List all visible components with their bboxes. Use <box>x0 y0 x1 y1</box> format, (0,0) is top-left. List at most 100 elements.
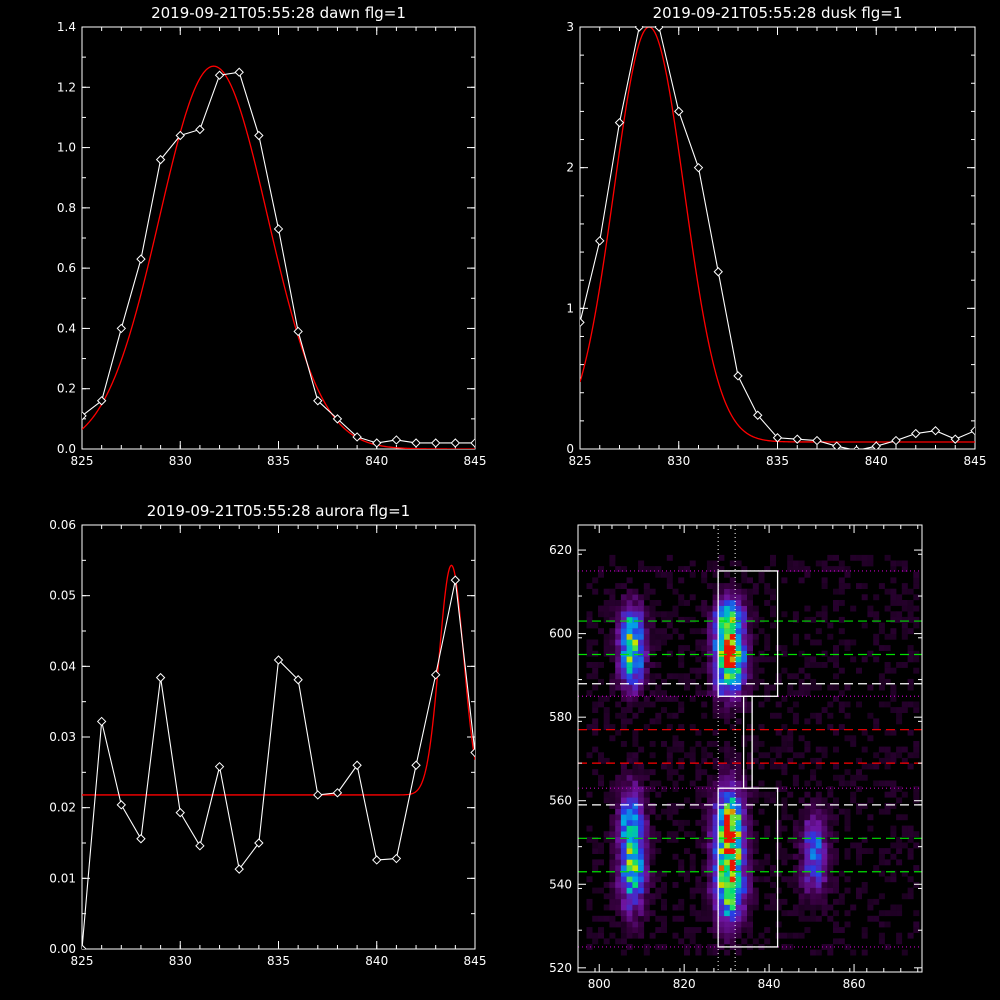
heatmap-cell <box>661 628 667 635</box>
heatmap-cell <box>758 678 765 685</box>
heatmap-cell <box>827 915 834 922</box>
heatmap-cell <box>798 904 805 911</box>
heatmap-cell <box>815 870 822 877</box>
heatmap-cell <box>632 662 639 668</box>
heatmap-cell <box>615 662 622 668</box>
heatmap-cell <box>741 622 748 629</box>
heatmap-cell <box>684 876 690 883</box>
heatmap-cell <box>827 808 834 815</box>
heatmap-cell <box>856 853 862 860</box>
heatmap-cell <box>798 797 805 804</box>
heatmap-cell <box>770 684 776 691</box>
heatmap-cell <box>620 718 627 725</box>
heatmap-cell <box>838 780 845 787</box>
heatmap-cell <box>620 876 627 883</box>
heatmap-cell <box>861 882 868 888</box>
heatmap-cell <box>833 814 839 821</box>
heatmap-cell <box>661 887 667 894</box>
heatmap-cell <box>626 831 633 838</box>
heatmap-cell <box>741 825 748 832</box>
heatmap-cell <box>884 701 891 708</box>
heatmap-cell <box>706 780 713 787</box>
heatmap-cell <box>695 791 702 798</box>
heatmap-cell <box>632 910 639 917</box>
heatmap-cell <box>735 819 742 826</box>
heatmap-cell <box>901 588 908 595</box>
heatmap-cell <box>741 842 748 849</box>
heatmap-cell <box>752 639 759 646</box>
heatmap-cell <box>626 611 633 618</box>
heatmap-cell <box>741 588 748 595</box>
heatmap-cell <box>752 622 759 629</box>
heatmap-cell <box>638 763 645 770</box>
heatmap-cell <box>586 724 593 730</box>
heatmap-cell <box>735 949 742 956</box>
heatmap-cell <box>735 848 742 854</box>
heatmap-cell <box>718 645 725 651</box>
heatmap-cell <box>741 921 748 928</box>
heatmap-cell <box>798 678 805 685</box>
heatmap-cell <box>775 786 782 792</box>
heatmap-cell <box>747 667 753 674</box>
heatmap-cell <box>718 836 725 843</box>
heatmap-cell <box>913 616 920 623</box>
heatmap-cell <box>850 904 857 911</box>
heatmap-cell <box>672 741 679 747</box>
heatmap-cell <box>712 780 719 787</box>
heatmap-cell <box>815 825 822 832</box>
heatmap-cell <box>626 605 633 612</box>
heatmap-cell <box>586 639 593 646</box>
heatmap-cell <box>706 944 713 950</box>
heatmap-cell <box>632 616 639 623</box>
heatmap-cell <box>684 932 690 939</box>
heatmap-cell <box>655 571 662 578</box>
heatmap-cell <box>586 752 593 759</box>
heatmap-cell <box>752 859 759 866</box>
heatmap-cell <box>609 915 616 922</box>
heatmap-cell <box>804 893 811 900</box>
heatmap-cell <box>792 701 799 708</box>
heatmap-cell <box>804 684 811 691</box>
heatmap-cell <box>735 927 742 933</box>
heatmap-cell <box>741 662 748 668</box>
y-tick-label: 560 <box>549 794 572 808</box>
heatmap-cell <box>672 882 679 888</box>
heatmap-cell <box>735 583 742 589</box>
heatmap-cell <box>626 639 633 646</box>
heatmap-cell <box>798 870 805 877</box>
heatmap-cell <box>626 927 633 933</box>
y-tick-label: 0.8 <box>57 201 76 215</box>
heatmap-cell <box>747 600 753 606</box>
heatmap-cell <box>626 819 633 826</box>
heatmap-cell <box>844 814 851 821</box>
heatmap-cell <box>609 554 616 561</box>
heatmap-cell <box>752 741 759 747</box>
heatmap-cell <box>724 594 731 601</box>
heatmap-cell <box>626 662 633 668</box>
heatmap-cell <box>856 859 862 866</box>
heatmap-cell <box>787 882 794 888</box>
heatmap-cell <box>609 893 616 900</box>
heatmap-cell <box>913 583 920 589</box>
heatmap-cell <box>913 927 920 933</box>
heatmap-cell <box>638 746 645 753</box>
heatmap-cell <box>770 757 776 764</box>
heatmap-cell <box>741 859 748 866</box>
heatmap-cell <box>706 848 713 854</box>
heatmap-cell <box>878 645 885 651</box>
heatmap-cell <box>666 757 673 764</box>
heatmap-cell <box>649 898 656 905</box>
heatmap-cell <box>626 808 633 815</box>
heatmap-cell <box>706 583 713 589</box>
heatmap-cell <box>643 566 650 572</box>
heatmap-cell <box>804 819 811 826</box>
heatmap-cell <box>873 639 880 646</box>
heatmap-cell <box>712 611 719 618</box>
heatmap-cell <box>632 842 639 849</box>
heatmap-cell <box>718 662 725 668</box>
heatmap-cell <box>712 797 719 804</box>
heatmap-cell <box>672 904 679 911</box>
heatmap-cell <box>752 904 759 911</box>
heatmap-cell <box>649 690 656 697</box>
